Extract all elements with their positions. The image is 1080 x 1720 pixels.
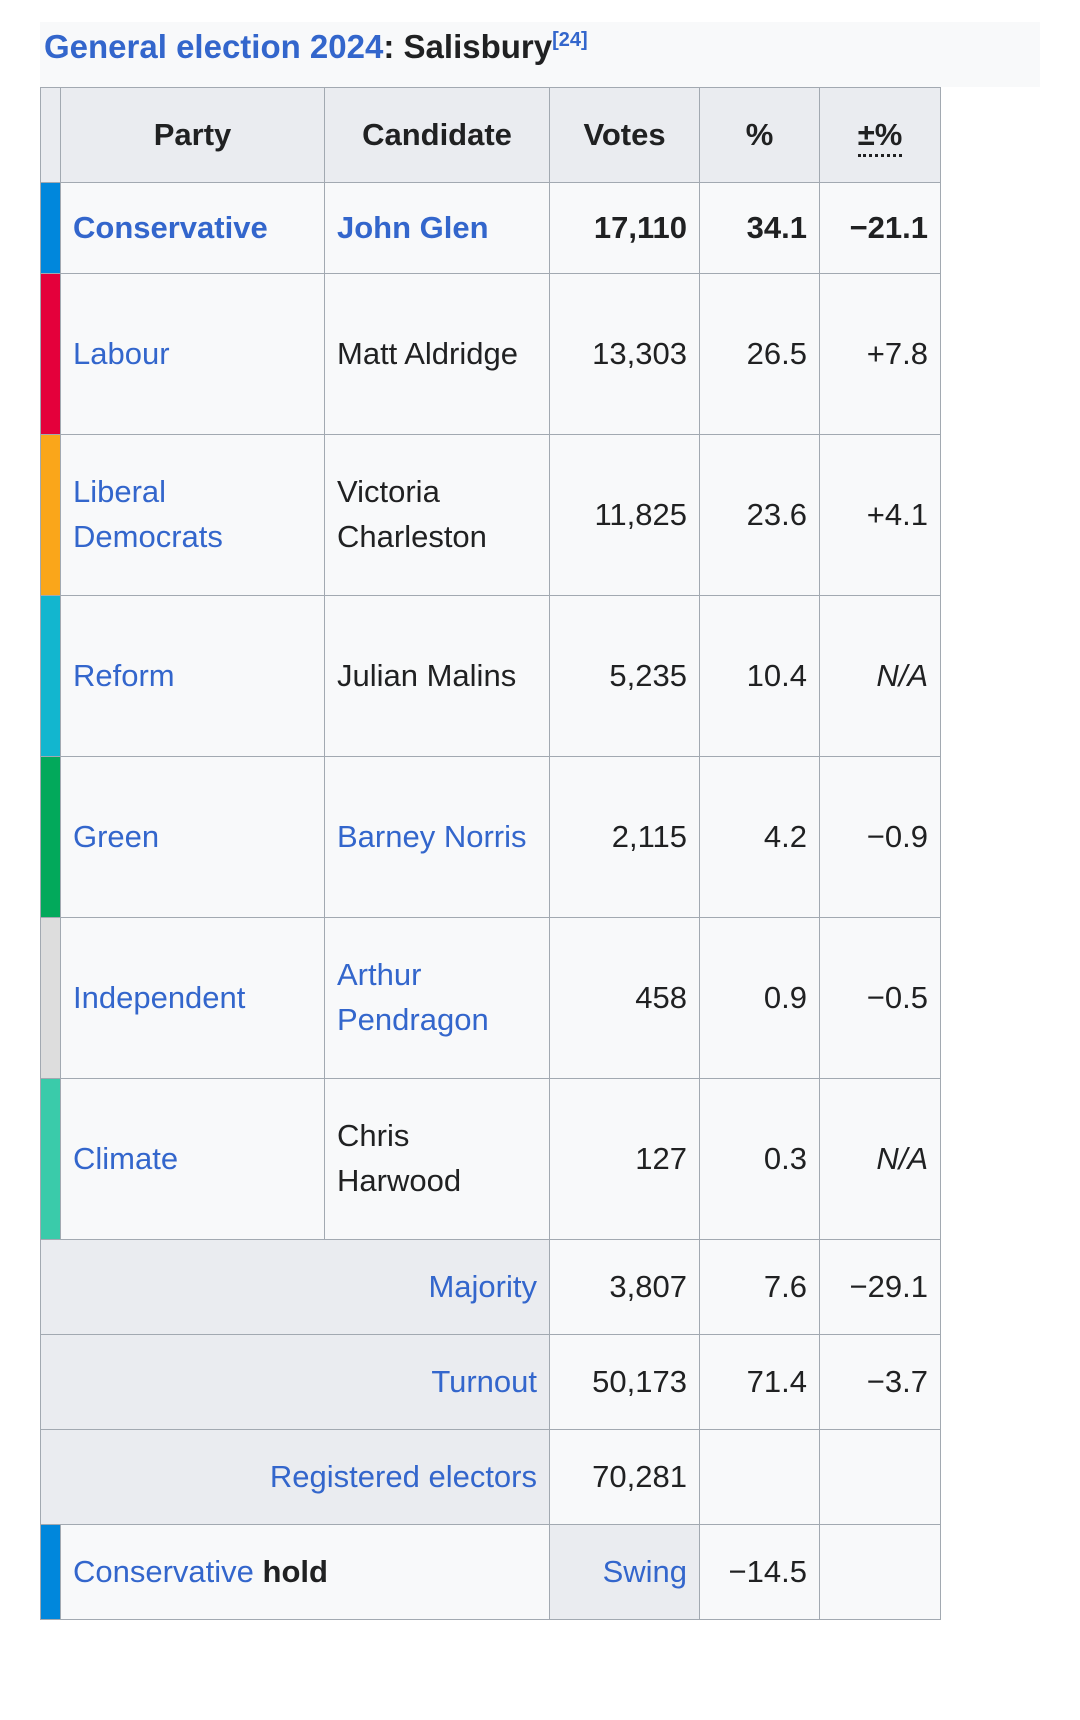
- table-row: Independent Arthur Pendragon 458 0.9 −0.5: [40, 917, 941, 1080]
- summary-votes-value: 50,173: [549, 1334, 700, 1431]
- change-value: N/A: [819, 595, 941, 758]
- percent-value: 0.3: [699, 1078, 820, 1241]
- summary-percent-value: 71.4: [699, 1334, 820, 1431]
- party-name-link[interactable]: Liberal Democrats: [60, 434, 325, 597]
- summary-label-link[interactable]: Turnout: [40, 1334, 550, 1431]
- percent-value: 34.1: [699, 182, 820, 275]
- party-color-swatch: [40, 756, 61, 919]
- caption-constituency: Salisbury: [403, 28, 553, 65]
- party-color-swatch: [40, 917, 61, 1080]
- table-caption: General election 2024: Salisbury[24]: [40, 22, 1040, 88]
- party-color-swatch: [40, 1078, 61, 1241]
- party-name-link[interactable]: Conservative: [60, 182, 325, 275]
- percent-value: 4.2: [699, 756, 820, 919]
- result-blank-cell: [819, 1524, 941, 1621]
- header-change-abbr[interactable]: ±%: [857, 116, 903, 157]
- summary-percent-value: [699, 1429, 820, 1526]
- votes-value: 458: [549, 917, 700, 1080]
- percent-value: 23.6: [699, 434, 820, 597]
- party-name-link[interactable]: Reform: [60, 595, 325, 758]
- change-value: N/A: [819, 1078, 941, 1241]
- change-value: +4.1: [819, 434, 941, 597]
- votes-value: 5,235: [549, 595, 700, 758]
- caption-separator: :: [383, 28, 404, 65]
- summary-change-value: −29.1: [819, 1239, 941, 1336]
- votes-value: 2,115: [549, 756, 700, 919]
- summary-label-link[interactable]: Registered electors: [40, 1429, 550, 1526]
- summary-change-value: [819, 1429, 941, 1526]
- table-row: Green Barney Norris 2,115 4.2 −0.9: [40, 756, 941, 919]
- change-value: +7.8: [819, 273, 941, 436]
- percent-value: 0.9: [699, 917, 820, 1080]
- party-color-swatch: [40, 434, 61, 597]
- change-value: −0.9: [819, 756, 941, 919]
- header-percent: %: [699, 87, 820, 184]
- votes-value: 17,110: [549, 182, 700, 275]
- caption-reference-link[interactable]: [24]: [552, 29, 588, 51]
- result-color-swatch: [40, 1524, 61, 1621]
- caption-election-link[interactable]: General election 2024: [44, 28, 384, 65]
- candidate-name: Chris Harwood: [324, 1078, 550, 1241]
- summary-change-value: −3.7: [819, 1334, 941, 1431]
- candidate-name: Victoria Charleston: [324, 434, 550, 597]
- candidate-name[interactable]: Arthur Pendragon: [324, 917, 550, 1080]
- table-row: Labour Matt Aldridge 13,303 26.5 +7.8: [40, 273, 941, 436]
- header-candidate: Candidate: [324, 87, 550, 184]
- change-value: −0.5: [819, 917, 941, 1080]
- swing-value: −14.5: [699, 1524, 820, 1621]
- summary-votes-value: 70,281: [549, 1429, 700, 1526]
- votes-value: 13,303: [549, 273, 700, 436]
- swing-label-link[interactable]: Swing: [549, 1524, 700, 1621]
- candidate-name: Julian Malins: [324, 595, 550, 758]
- party-name-link[interactable]: Green: [60, 756, 325, 919]
- percent-value: 26.5: [699, 273, 820, 436]
- header-party: Party: [60, 87, 325, 184]
- party-color-swatch: [40, 595, 61, 758]
- election-results-page: General election 2024: Salisbury[24] Par…: [40, 22, 1040, 1621]
- header-change: ±%: [819, 87, 941, 184]
- header-votes: Votes: [549, 87, 700, 184]
- table-header-row: Party Candidate Votes % ±%: [40, 87, 941, 184]
- candidate-name[interactable]: John Glen: [324, 182, 550, 275]
- candidate-name: Matt Aldridge: [324, 273, 550, 436]
- result-outcome[interactable]: Conservative hold: [60, 1524, 550, 1621]
- summary-row: Registered electors 70,281: [40, 1429, 941, 1526]
- summary-votes-value: 3,807: [549, 1239, 700, 1336]
- party-name-link[interactable]: Labour: [60, 273, 325, 436]
- party-color-swatch: [40, 182, 61, 275]
- change-value: −21.1: [819, 182, 941, 275]
- table-row: Liberal Democrats Victoria Charleston 11,8…: [40, 434, 941, 597]
- votes-value: 127: [549, 1078, 700, 1241]
- election-results-table: Party Candidate Votes % ±% Conservative J…: [40, 87, 941, 1621]
- summary-percent-value: 7.6: [699, 1239, 820, 1336]
- result-outcome-word: hold: [253, 1553, 328, 1589]
- percent-value: 10.4: [699, 595, 820, 758]
- summary-row: Turnout 50,173 71.4 −3.7: [40, 1334, 941, 1431]
- table-row: Climate Chris Harwood 127 0.3 N/A: [40, 1078, 941, 1241]
- header-color-swatch: [40, 87, 61, 184]
- table-row: Reform Julian Malins 5,235 10.4 N/A: [40, 595, 941, 758]
- summary-row: Majority 3,807 7.6 −29.1: [40, 1239, 941, 1336]
- votes-value: 11,825: [549, 434, 700, 597]
- party-color-swatch: [40, 273, 61, 436]
- result-row: Conservative hold Swing −14.5: [40, 1524, 941, 1621]
- summary-label-link[interactable]: Majority: [40, 1239, 550, 1336]
- candidate-name[interactable]: Barney Norris: [324, 756, 550, 919]
- table-row: Conservative John Glen 17,110 34.1 −21.1: [40, 182, 941, 275]
- result-party-link[interactable]: Conservative: [73, 1553, 254, 1589]
- party-name-link[interactable]: Independent: [60, 917, 325, 1080]
- party-name-link[interactable]: Climate: [60, 1078, 325, 1241]
- table-body: Conservative John Glen 17,110 34.1 −21.1 Labo…: [40, 182, 941, 1621]
